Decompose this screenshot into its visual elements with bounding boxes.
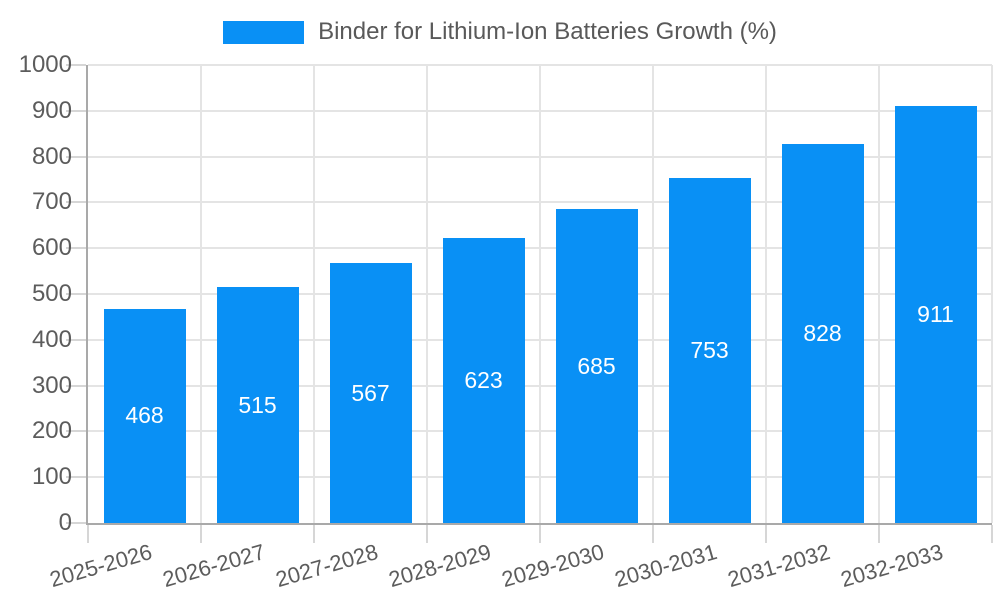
y-axis-tick-label: 700: [31, 188, 72, 216]
bar[interactable]: 468: [103, 308, 186, 523]
x-axis-tick: [200, 525, 202, 543]
x-axis-tick-label: 2026-2027: [160, 539, 269, 593]
x-axis-tick: [426, 525, 428, 543]
y-axis-tick: [66, 293, 86, 295]
bar-value-label: 515: [238, 391, 277, 418]
bar-value-label: 468: [125, 402, 164, 429]
bar[interactable]: 515: [216, 287, 299, 523]
bar-value-label: 828: [803, 319, 842, 346]
x-axis-tick-label: 2029-2030: [499, 539, 608, 593]
y-axis-tick: [66, 522, 86, 524]
x-gridline: [539, 65, 541, 523]
plot-area: 468 515 567 623 685 753 828 911: [66, 64, 993, 543]
x-axis-tick: [652, 525, 654, 543]
bar-value-label: 623: [464, 366, 503, 393]
x-gridline: [313, 65, 315, 523]
x-axis-tick-label: 2027-2028: [273, 539, 382, 593]
y-axis-tick-label: 200: [31, 417, 72, 445]
x-axis-tick-label: 2032-2033: [838, 539, 947, 593]
x-axis-tick-label: 2031-2032: [725, 539, 834, 593]
x-axis-line: [86, 523, 992, 525]
y-axis-tick: [66, 155, 86, 158]
legend-item[interactable]: Binder for Lithium-Ion Batteries Growth …: [0, 17, 1000, 47]
y-axis-tick-label: 0: [58, 509, 72, 536]
y-axis-tick: [66, 430, 86, 433]
x-axis-tick-label: 2025-2026: [47, 539, 156, 593]
y-axis-tick-label: 900: [31, 96, 72, 124]
x-gridline: [200, 65, 202, 523]
x-axis-tick: [87, 525, 89, 543]
bar-value-label: 685: [577, 352, 616, 379]
bar[interactable]: 623: [442, 237, 525, 523]
y-axis-line: [86, 65, 88, 525]
x-axis-tick-label: 2030-2031: [612, 539, 721, 593]
legend-label: Binder for Lithium-Ion Batteries Growth …: [318, 18, 777, 45]
x-axis-tick: [539, 525, 541, 543]
x-axis-tick: [991, 525, 993, 543]
y-axis-tick-label: 300: [31, 371, 72, 399]
y-axis-tick-label: 100: [31, 463, 72, 491]
bar[interactable]: 567: [329, 263, 412, 523]
y-axis-tick-label: 400: [31, 325, 72, 353]
y-axis-tick-label: 800: [31, 142, 72, 170]
x-gridline: [991, 65, 993, 523]
y-axis-tick: [66, 64, 86, 66]
x-gridline: [652, 65, 654, 523]
bar[interactable]: 828: [781, 143, 864, 523]
y-axis-tick: [66, 338, 86, 341]
x-gridline: [426, 65, 428, 523]
bar[interactable]: 753: [668, 178, 751, 523]
x-gridline: [878, 65, 880, 523]
x-axis-tick-label: 2028-2029: [386, 539, 495, 593]
x-axis-tick: [878, 525, 880, 543]
bar[interactable]: 685: [555, 209, 638, 523]
bar-value-label: 911: [917, 300, 954, 327]
y-axis-tick-label: 600: [31, 234, 72, 262]
legend-swatch-icon: [223, 20, 305, 44]
bar[interactable]: 911: [894, 105, 977, 523]
y-axis-tick: [66, 247, 86, 250]
bar-value-label: 567: [351, 379, 390, 406]
y-axis-tick: [66, 109, 86, 112]
y-axis-tick-label: 500: [31, 280, 72, 307]
y-axis-tick: [66, 384, 86, 387]
y-axis-tick-label: 1000: [18, 51, 72, 78]
bar-value-label: 753: [690, 337, 729, 364]
x-gridline: [765, 65, 767, 523]
y-axis-tick: [66, 201, 86, 204]
y-axis-tick: [66, 476, 86, 479]
x-axis-tick: [765, 525, 767, 543]
x-axis-tick: [313, 525, 315, 543]
